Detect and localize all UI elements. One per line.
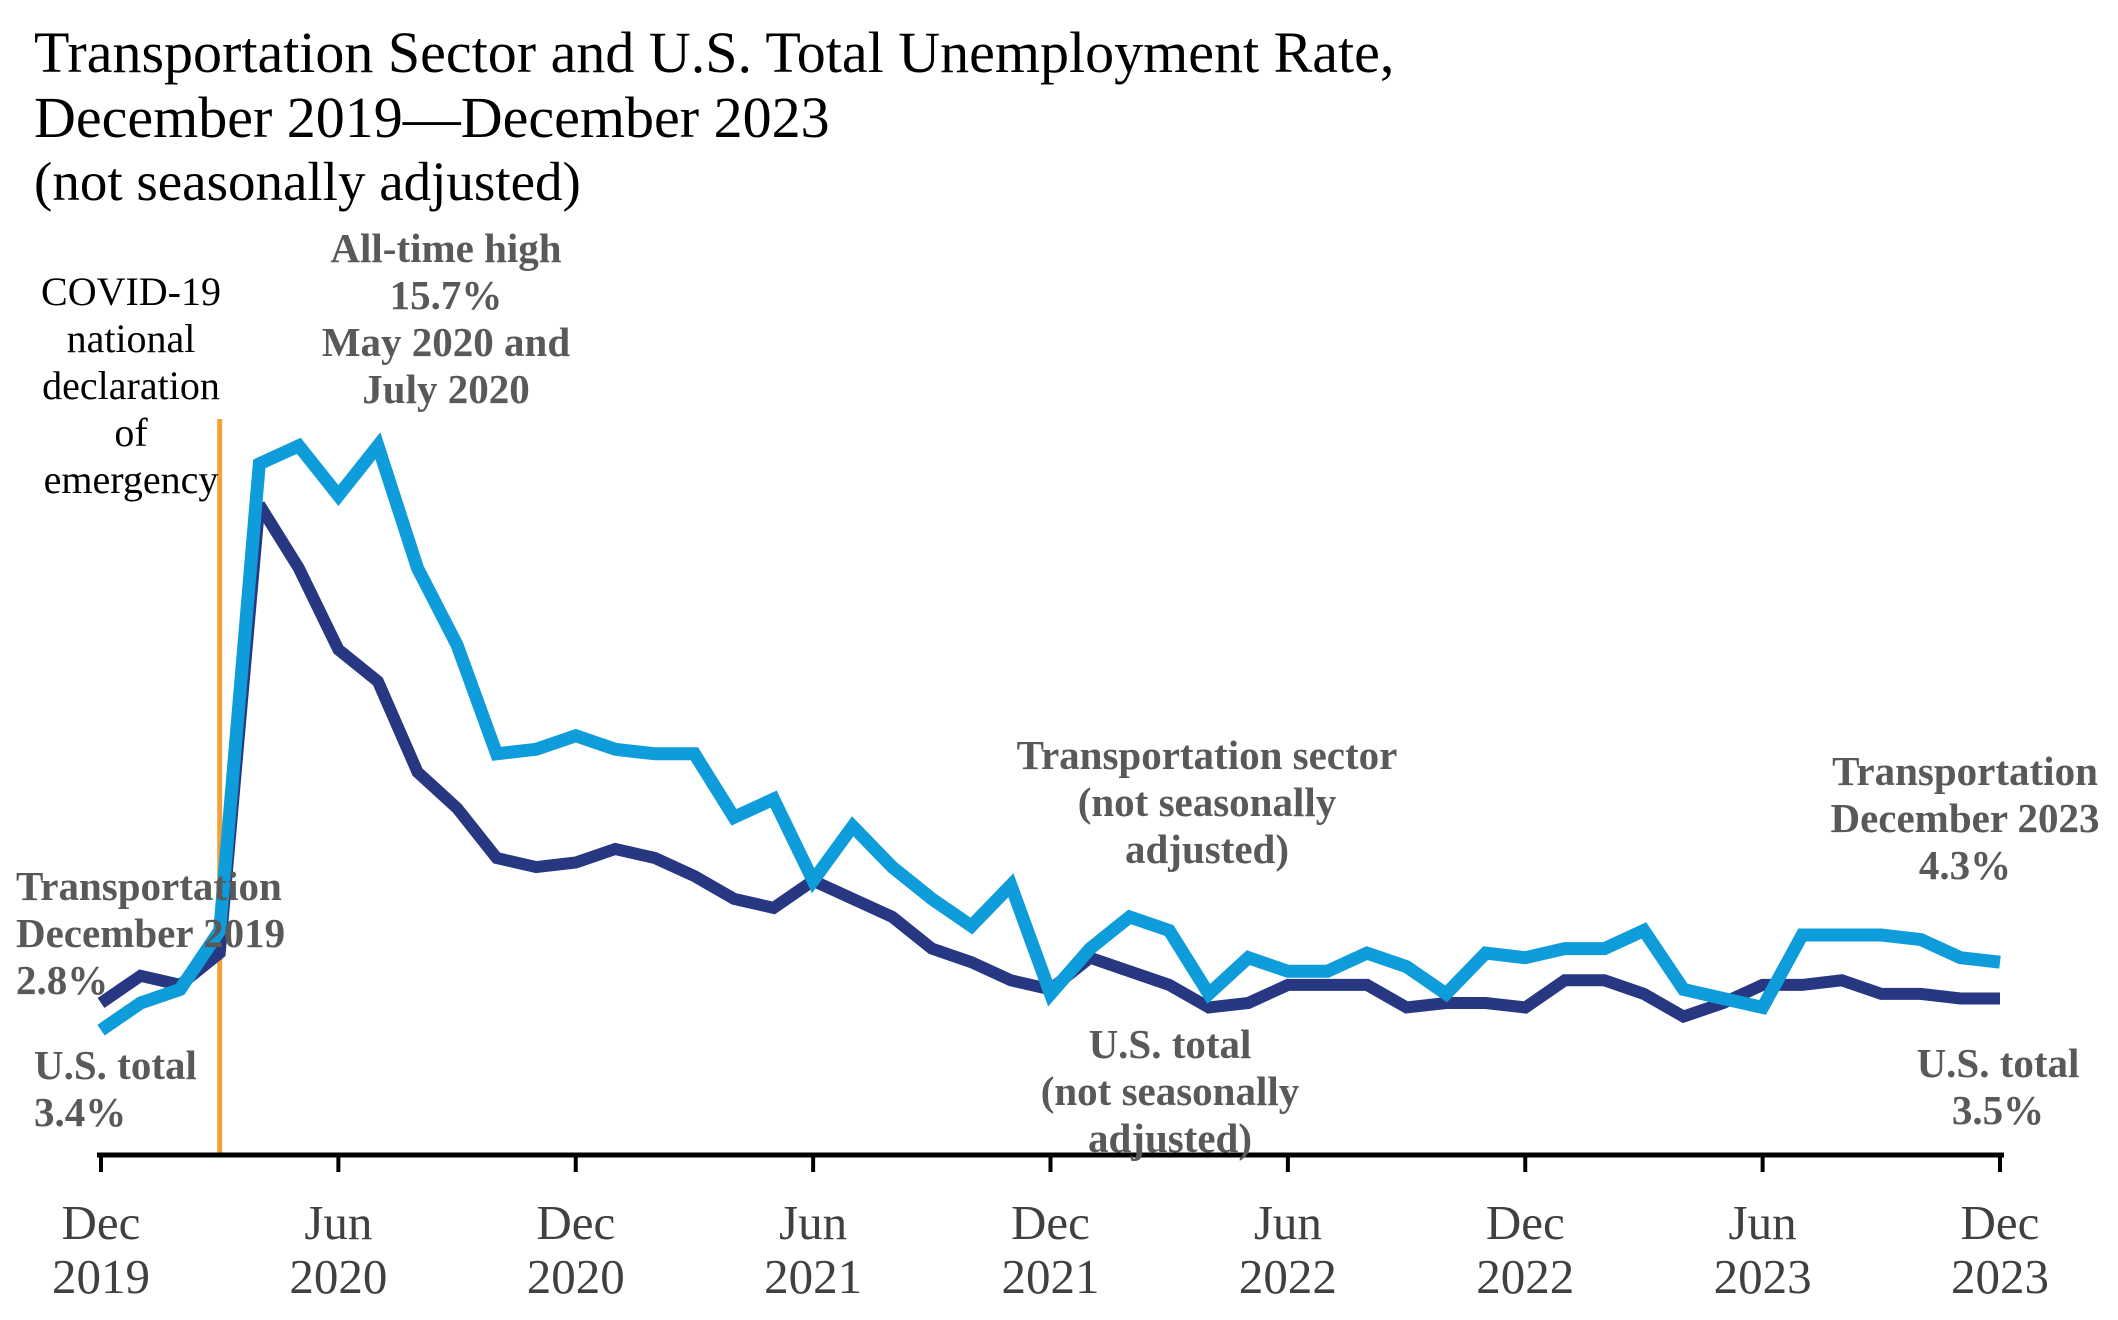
- x-tick-label: Dec 2021: [1002, 1196, 1100, 1304]
- x-tick-label: Dec 2019: [52, 1196, 150, 1304]
- annotation-line: 2.8%: [16, 957, 109, 1003]
- x-tick-label: Jun 2020: [289, 1196, 387, 1304]
- x-tick-label-month: Dec: [1485, 1195, 1565, 1250]
- x-tick-label-year: 2021: [1001, 1249, 1100, 1304]
- annotation-line: 15.7%: [389, 272, 503, 318]
- annotation-line: declaration: [42, 363, 220, 408]
- chart-title-line-1: Transportation Sector and U.S. Total Une…: [34, 20, 1395, 85]
- x-axis: [97, 1152, 2004, 1172]
- annotation-line: Transportation sector: [1016, 732, 1398, 778]
- x-tick-label-month: Jun: [304, 1195, 373, 1250]
- annotation-line: U.S. total: [1916, 1040, 2080, 1086]
- chart-title-line-2: December 2019—December 2023: [34, 85, 830, 150]
- series-layer: [97, 432, 2001, 1036]
- x-tick-label: Dec 2023: [1951, 1196, 2049, 1304]
- x-tick-label-month: Jun: [1728, 1195, 1797, 1250]
- annotation-line: 3.4%: [34, 1089, 127, 1135]
- us-total-series-label: U.S. total (not seasonally adjusted): [1041, 1021, 1300, 1162]
- x-tick-label-month: Jun: [1253, 1195, 1322, 1250]
- annotation-line: national: [66, 316, 196, 361]
- annotation-line: 4.3%: [1918, 842, 2012, 888]
- annotation-line: 3.5%: [1951, 1087, 2045, 1133]
- x-tick-label: Jun 2022: [1239, 1196, 1337, 1304]
- transportation-end-annotation: Transportation December 2023 4.3%: [1830, 748, 2099, 889]
- us-total-end-annotation: U.S. total 3.5%: [1917, 1040, 2080, 1134]
- x-tick-label-month: Dec: [536, 1195, 616, 1250]
- us-total-start-annotation: U.S. total 3.4%: [34, 1042, 197, 1136]
- x-tick-label-month: Jun: [779, 1195, 848, 1250]
- x-tick-label: Jun 2023: [1714, 1196, 1812, 1304]
- x-tick-label-year: 2022: [1476, 1249, 1575, 1304]
- annotation-line: (not seasonally: [1077, 779, 1337, 825]
- x-tick-label: Jun 2021: [764, 1196, 862, 1304]
- x-tick-label-month: Dec: [1011, 1195, 1090, 1250]
- x-tick-label: Dec 2020: [527, 1196, 625, 1304]
- x-tick-label-month: Dec: [1960, 1195, 2040, 1250]
- annotation-line: (not seasonally: [1040, 1068, 1300, 1114]
- series-line-transportation: [97, 432, 2001, 1036]
- annotation-line: adjusted): [1124, 826, 1290, 872]
- annotation-line: adjusted): [1087, 1115, 1253, 1161]
- annotation-line: Transportation: [16, 863, 282, 909]
- x-tick-label-year: 2022: [1238, 1249, 1337, 1304]
- x-tick-label-year: 2019: [52, 1249, 150, 1304]
- x-tick-label-month: Dec: [61, 1195, 141, 1250]
- peak-annotation: All-time high 15.7% May 2020 and July 20…: [322, 225, 570, 413]
- x-tick-label: Dec 2022: [1476, 1196, 1574, 1304]
- annotation-line: U.S. total: [1088, 1021, 1252, 1067]
- annotation-line: of: [114, 410, 148, 455]
- annotation-line: emergency: [43, 457, 219, 502]
- annotation-line: July 2020: [362, 366, 530, 412]
- x-tick-label-year: 2021: [764, 1249, 863, 1304]
- annotation-line: December 2019: [16, 910, 286, 956]
- annotation-line: December 2023: [1830, 795, 2100, 841]
- annotation-line: Transportation: [1832, 748, 2098, 794]
- x-tick-label-year: 2020: [289, 1249, 388, 1304]
- annotation-line: U.S. total: [34, 1042, 197, 1088]
- x-tick-label-year: 2023: [1713, 1249, 1812, 1304]
- annotation-line: May 2020 and: [321, 319, 571, 365]
- transportation-start-annotation: Transportation December 2019 2.8%: [16, 863, 285, 1004]
- covid-declaration-annotation: COVID-19 national declaration of emergen…: [41, 268, 221, 503]
- x-tick-label-year: 2020: [526, 1249, 625, 1304]
- chart-subtitle: (not seasonally adjusted): [34, 151, 581, 212]
- annotation-line: COVID-19: [41, 269, 221, 314]
- transportation-series-label: Transportation sector (not seasonally ad…: [1017, 732, 1398, 873]
- x-tick-label-year: 2023: [1951, 1249, 2049, 1304]
- annotation-line: All-time high: [330, 225, 562, 271]
